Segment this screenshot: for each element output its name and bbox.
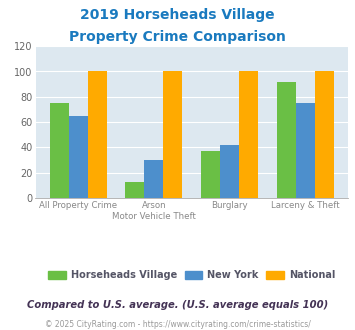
Bar: [296, 103, 315, 198]
Text: © 2025 CityRating.com - https://www.cityrating.com/crime-statistics/: © 2025 CityRating.com - https://www.city…: [45, 320, 310, 329]
Legend: Horseheads Village, New York, National: Horseheads Village, New York, National: [44, 266, 339, 284]
Bar: [201, 151, 220, 198]
Bar: [69, 116, 88, 198]
Bar: [239, 72, 258, 198]
Bar: [144, 160, 163, 198]
Bar: [315, 72, 334, 198]
Bar: [125, 182, 144, 198]
Bar: [277, 82, 296, 198]
Bar: [50, 103, 69, 198]
Text: Compared to U.S. average. (U.S. average equals 100): Compared to U.S. average. (U.S. average …: [27, 300, 328, 310]
Text: 2019 Horseheads Village: 2019 Horseheads Village: [80, 8, 275, 22]
Text: Property Crime Comparison: Property Crime Comparison: [69, 30, 286, 44]
Bar: [220, 145, 239, 198]
Bar: [88, 72, 106, 198]
Bar: [163, 72, 182, 198]
